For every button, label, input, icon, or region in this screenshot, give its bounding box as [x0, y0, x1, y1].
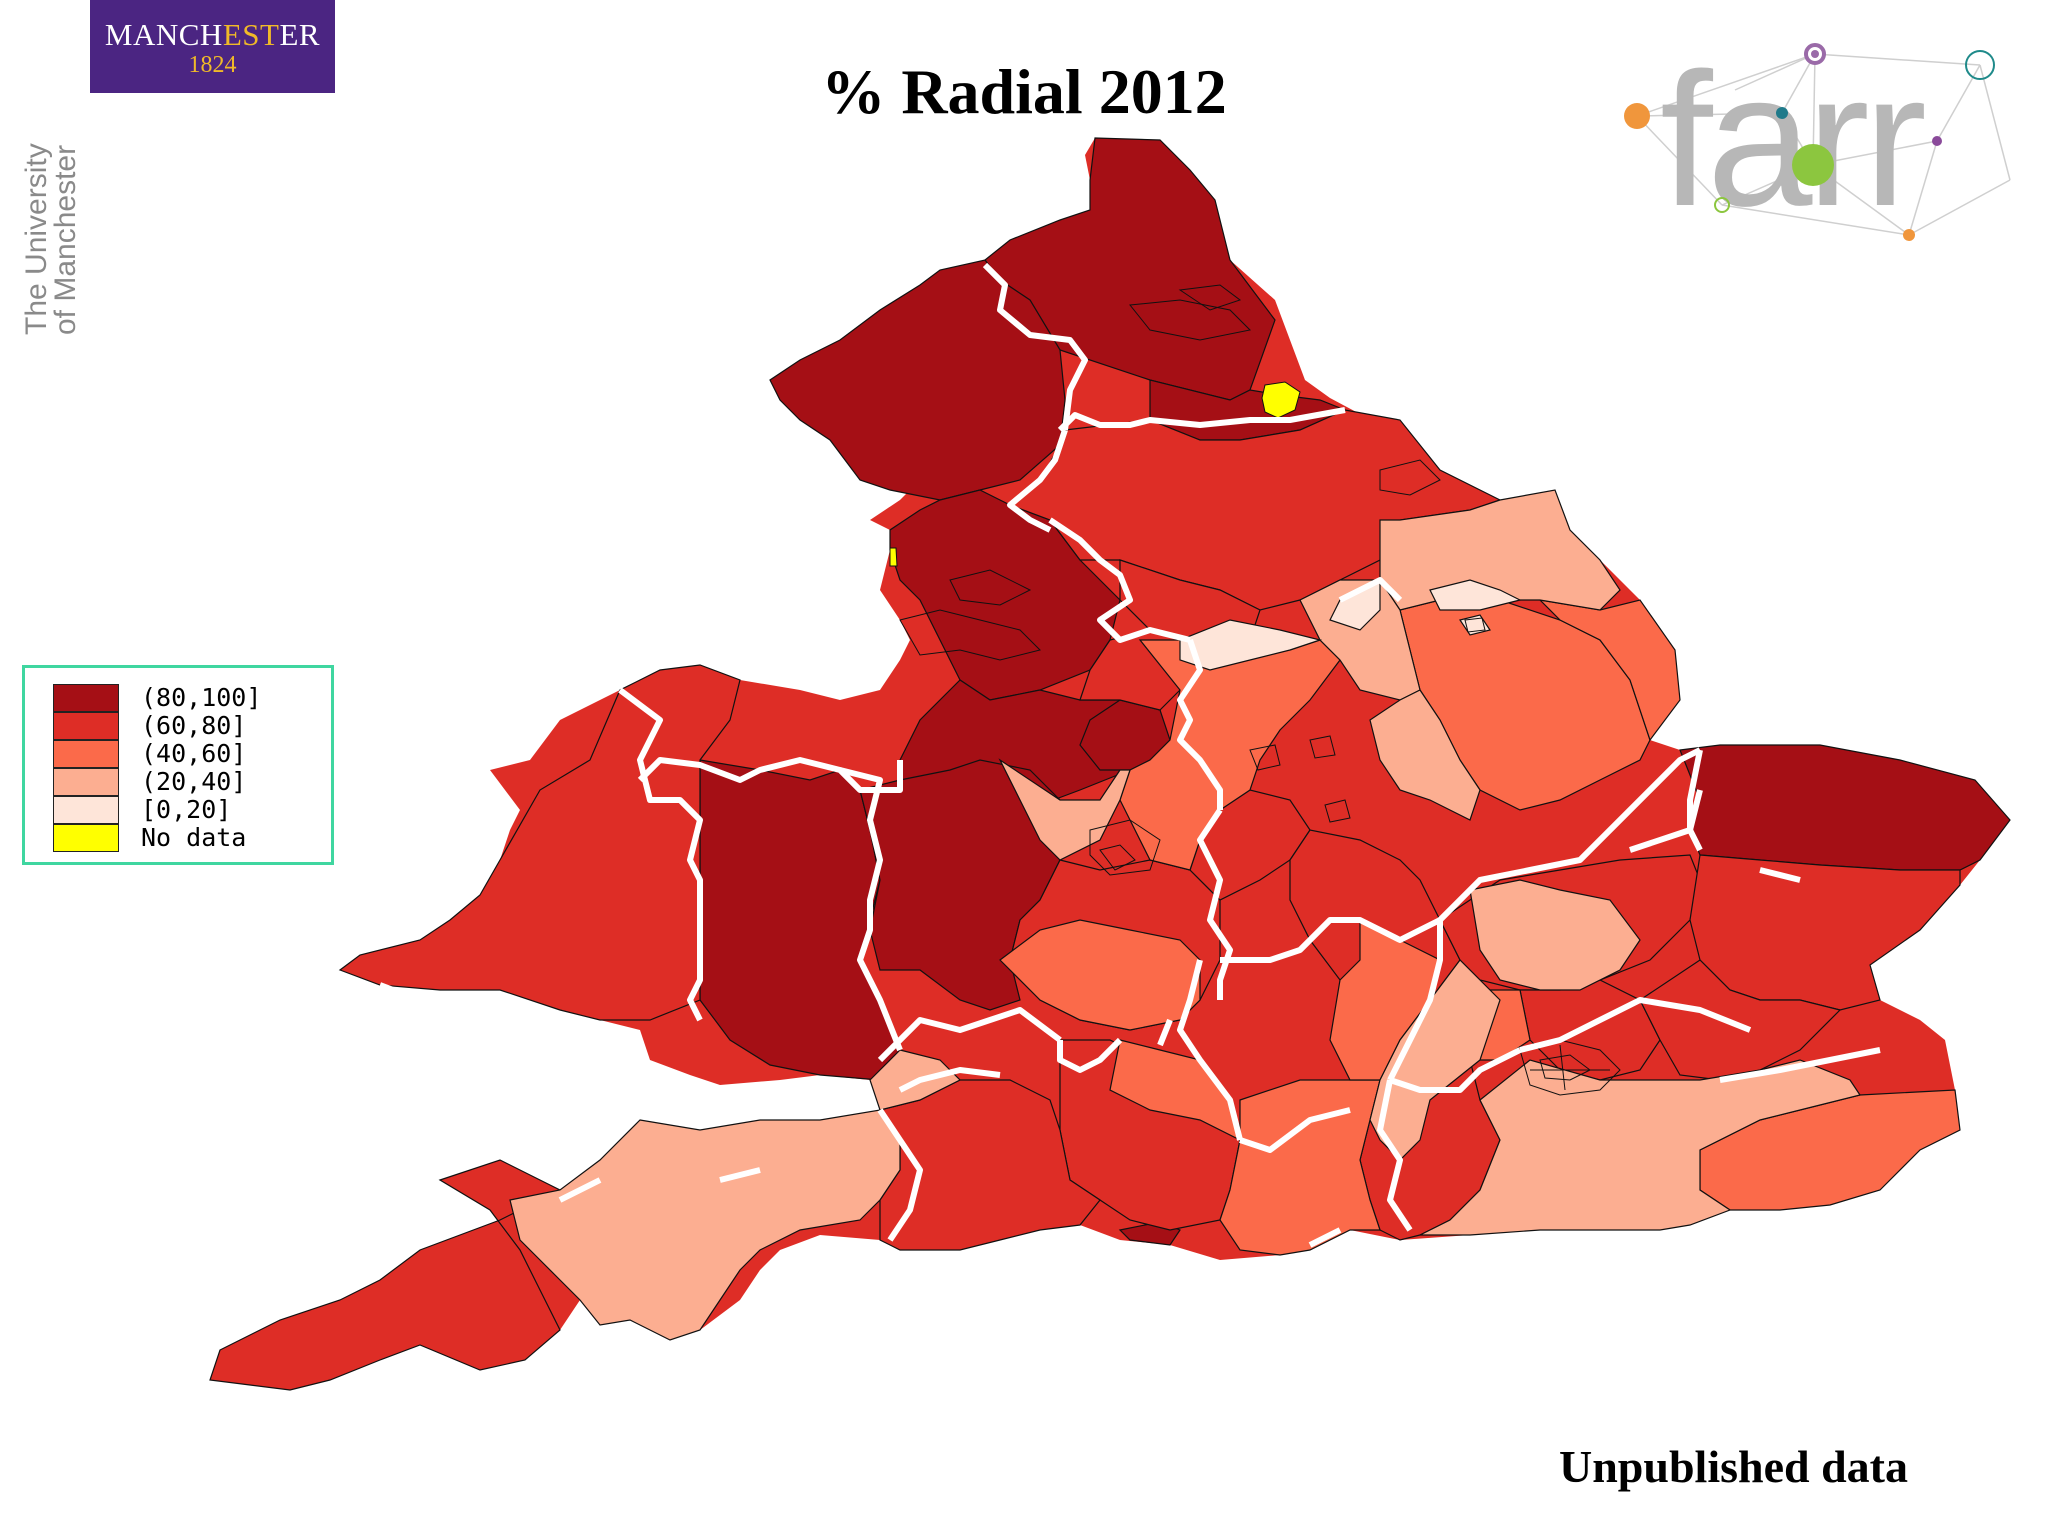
legend-label: (60,80]	[141, 711, 247, 740]
legend-label: (20,40]	[141, 767, 247, 796]
band-80-100-areas	[699, 137, 2011, 1246]
legend-label: [0,20]	[141, 795, 232, 824]
legend-label: (40,60]	[141, 739, 247, 768]
logo-year: 1824	[188, 52, 237, 78]
legend-swatch	[53, 768, 119, 796]
university-of-manchester-logo: MANCHESTER 1824	[90, 0, 335, 93]
page-title: % Radial 2012	[821, 56, 1227, 127]
band-60-80-areas	[209, 409, 1961, 1391]
legend-item-no-data: No data	[53, 824, 246, 852]
logo-name: MANCHESTER	[104, 17, 321, 52]
legend-swatch	[53, 824, 119, 852]
legend-label: (80,100]	[141, 683, 262, 712]
legend-item-0-20: [0,20]	[53, 796, 231, 824]
estuaries	[378, 789, 1801, 1248]
farr-nodes	[1624, 43, 1995, 241]
legend-swatch	[53, 740, 119, 768]
legend-swatch	[53, 684, 119, 712]
legend-item-40-60: (40,60]	[53, 740, 246, 768]
legend-swatch	[53, 796, 119, 824]
farr-wordmark: farr	[1660, 34, 1927, 246]
region-boundaries	[618, 262, 1881, 1242]
legend-item-20-40: (20,40]	[53, 768, 246, 796]
no-data-areas	[889, 381, 1301, 567]
legend-label: No data	[141, 823, 247, 852]
farr-logo: farr	[1615, 30, 2035, 250]
legend-item-80-100: (80,100]	[53, 684, 261, 712]
band-40-60-areas	[999, 599, 1961, 1256]
urban-area-boundaries	[899, 284, 1621, 1096]
legend-item-60-80: (60,80]	[53, 712, 246, 740]
band-20-40-areas	[509, 489, 1861, 1341]
legend-swatch	[53, 712, 119, 740]
unpublished-note: Unpublished data	[1559, 1441, 1908, 1492]
map-legend: (80,100] (60,80] (40,60] (20,40] [0,20] …	[22, 665, 334, 865]
